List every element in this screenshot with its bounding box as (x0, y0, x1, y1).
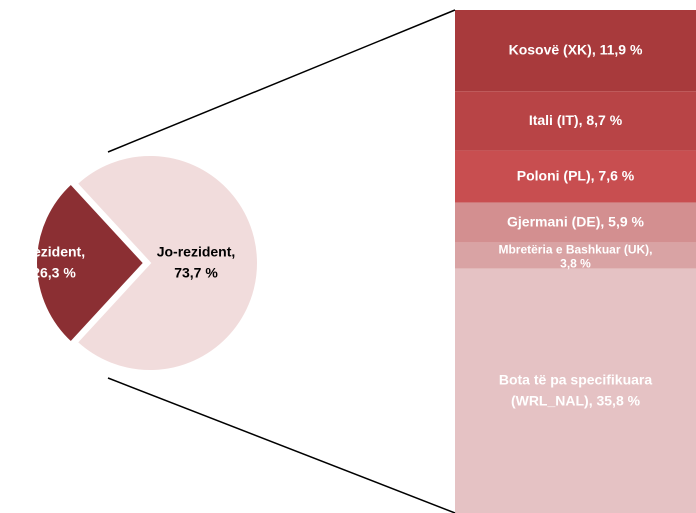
label-line: Poloni (PL), 7,6 % (517, 167, 635, 183)
data-label: Itali (IT), 8,7 % (529, 112, 623, 128)
data-label: Kosovë (XK), 11,9 % (509, 41, 643, 57)
bar-segment (455, 10, 696, 92)
pie-slice (35, 182, 146, 344)
data-label: Jo-rezident, 73,7 % (157, 243, 236, 280)
label-line: Rezident, (23, 243, 85, 259)
data-label: Bota të pa specifikuara (WRL_NAL), 35,8 % (499, 371, 652, 408)
data-label: Mbretëria e Bashkuar (UK), 3,8 % (498, 243, 652, 271)
connector (107, 377, 456, 513)
label-line: 73,7 % (174, 264, 218, 280)
connector (107, 9, 456, 153)
data-label: Gjermani (DE), 5,9 % (507, 213, 644, 229)
label-line: Kosovë (XK), 11,9 % (509, 41, 643, 57)
label-line: (WRL_NAL), 35,8 % (511, 392, 641, 408)
bar-segment (455, 202, 696, 243)
label-line: Itali (IT), 8,7 % (529, 112, 623, 128)
label-line: Mbretëria e Bashkuar (UK), (498, 243, 652, 257)
label-line: 3,8 % (560, 257, 591, 271)
data-label: Rezident, 26,3 % (23, 243, 85, 280)
label-line: Jo-rezident, (157, 243, 236, 259)
label-line: Bota të pa specifikuara (499, 371, 652, 387)
bar-segment (455, 268, 696, 513)
pie-slice (75, 154, 259, 372)
label-line: Gjermani (DE), 5,9 % (507, 213, 644, 229)
bar-segment (455, 91, 696, 151)
bar-segment (455, 242, 696, 269)
label-line: 26,3 % (32, 264, 76, 280)
bar-segment (455, 150, 696, 203)
data-label: Poloni (PL), 7,6 % (517, 167, 635, 183)
